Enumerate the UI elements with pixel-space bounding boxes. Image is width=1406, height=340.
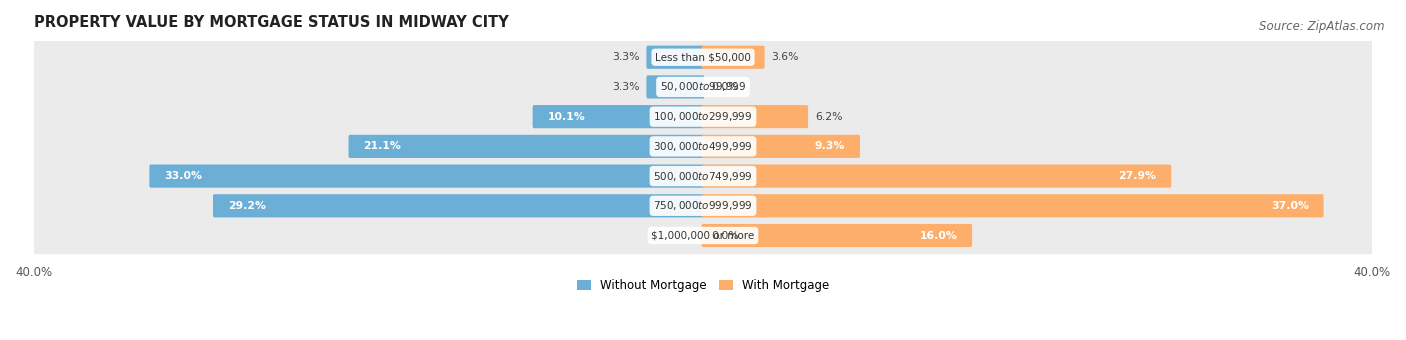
FancyBboxPatch shape xyxy=(702,135,860,158)
Text: $300,000 to $499,999: $300,000 to $499,999 xyxy=(654,140,752,153)
FancyBboxPatch shape xyxy=(702,105,808,128)
Text: Source: ZipAtlas.com: Source: ZipAtlas.com xyxy=(1260,20,1385,33)
FancyBboxPatch shape xyxy=(149,165,704,188)
Text: $1,000,000 or more: $1,000,000 or more xyxy=(651,231,755,240)
FancyBboxPatch shape xyxy=(349,135,704,158)
FancyBboxPatch shape xyxy=(22,187,1384,224)
Text: 16.0%: 16.0% xyxy=(920,231,957,240)
FancyBboxPatch shape xyxy=(22,217,1384,254)
Text: 10.1%: 10.1% xyxy=(547,112,585,122)
Text: $100,000 to $299,999: $100,000 to $299,999 xyxy=(654,110,752,123)
Text: 33.0%: 33.0% xyxy=(165,171,202,181)
FancyBboxPatch shape xyxy=(702,224,972,247)
Text: 0.0%: 0.0% xyxy=(711,231,740,240)
Text: $750,000 to $999,999: $750,000 to $999,999 xyxy=(654,199,752,212)
FancyBboxPatch shape xyxy=(22,128,1384,165)
FancyBboxPatch shape xyxy=(22,68,1384,106)
FancyBboxPatch shape xyxy=(702,165,1171,188)
Text: 21.1%: 21.1% xyxy=(363,141,401,151)
Text: 9.3%: 9.3% xyxy=(815,141,845,151)
FancyBboxPatch shape xyxy=(647,46,704,69)
FancyBboxPatch shape xyxy=(22,157,1384,195)
Text: 37.0%: 37.0% xyxy=(1271,201,1309,211)
Text: $50,000 to $99,999: $50,000 to $99,999 xyxy=(659,81,747,94)
FancyBboxPatch shape xyxy=(647,75,704,99)
Text: 0.0%: 0.0% xyxy=(711,82,740,92)
FancyBboxPatch shape xyxy=(702,46,765,69)
FancyBboxPatch shape xyxy=(702,194,1323,217)
Text: 27.9%: 27.9% xyxy=(1119,171,1157,181)
FancyBboxPatch shape xyxy=(533,105,704,128)
Text: Less than $50,000: Less than $50,000 xyxy=(655,52,751,62)
Text: $500,000 to $749,999: $500,000 to $749,999 xyxy=(654,170,752,183)
Text: 3.3%: 3.3% xyxy=(612,52,640,62)
Text: 6.2%: 6.2% xyxy=(815,112,842,122)
Text: 29.2%: 29.2% xyxy=(228,201,266,211)
Text: 3.6%: 3.6% xyxy=(772,52,799,62)
FancyBboxPatch shape xyxy=(212,194,704,217)
FancyBboxPatch shape xyxy=(22,38,1384,76)
FancyBboxPatch shape xyxy=(22,98,1384,135)
Text: PROPERTY VALUE BY MORTGAGE STATUS IN MIDWAY CITY: PROPERTY VALUE BY MORTGAGE STATUS IN MID… xyxy=(34,15,509,30)
Legend: Without Mortgage, With Mortgage: Without Mortgage, With Mortgage xyxy=(572,274,834,296)
Text: 3.3%: 3.3% xyxy=(612,82,640,92)
